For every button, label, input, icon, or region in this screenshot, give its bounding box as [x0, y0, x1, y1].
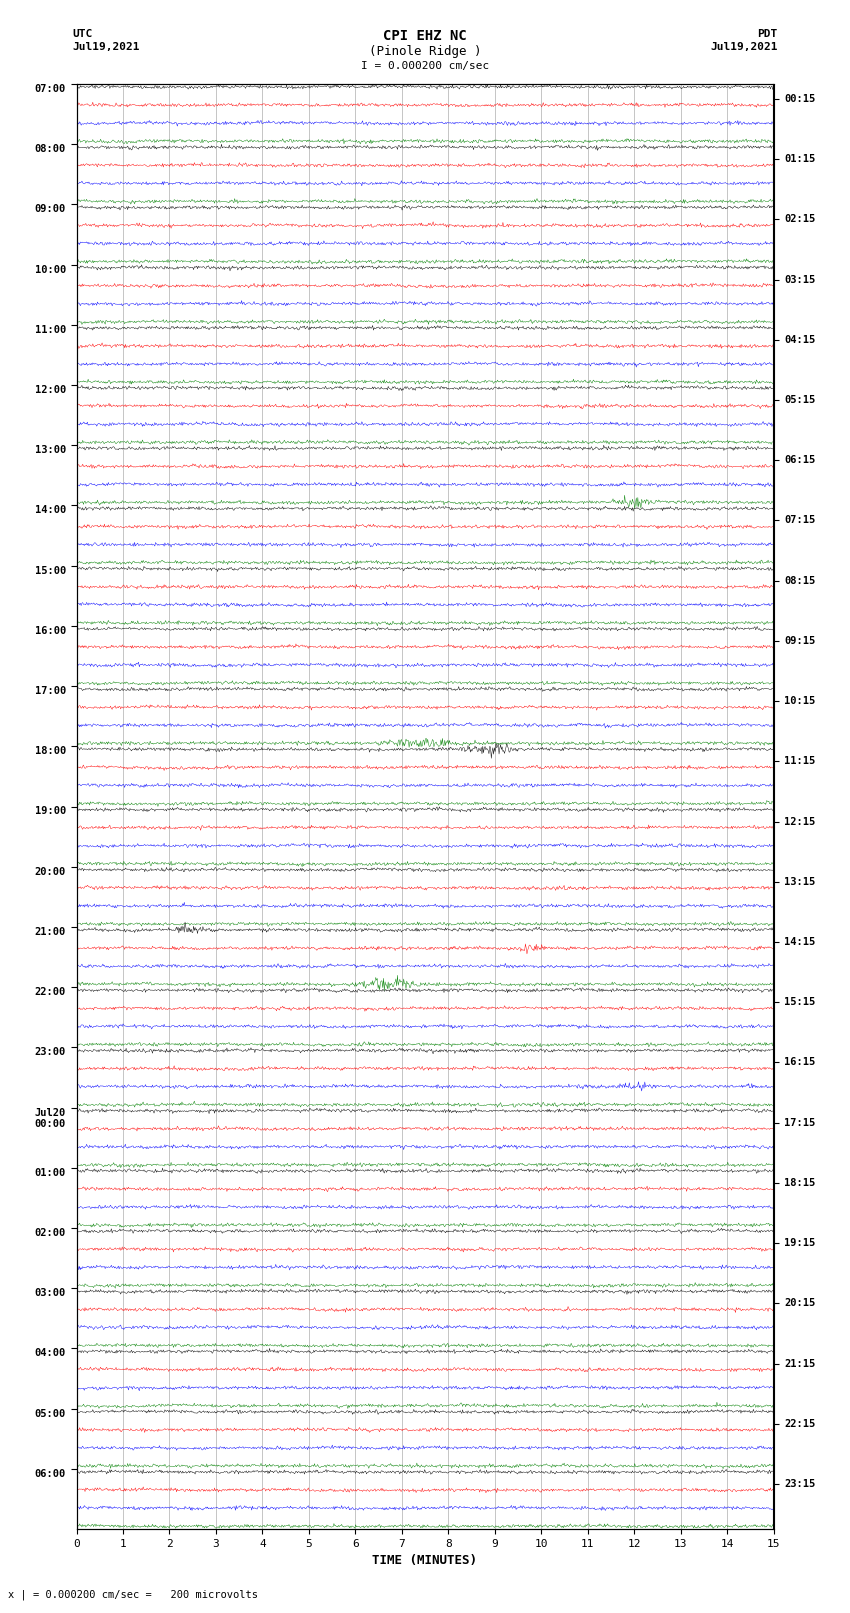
- X-axis label: TIME (MINUTES): TIME (MINUTES): [372, 1555, 478, 1568]
- Text: (Pinole Ridge ): (Pinole Ridge ): [369, 45, 481, 58]
- Text: UTC: UTC: [72, 29, 93, 39]
- Text: CPI EHZ NC: CPI EHZ NC: [383, 29, 467, 44]
- Text: x | = 0.000200 cm/sec =   200 microvolts: x | = 0.000200 cm/sec = 200 microvolts: [8, 1589, 258, 1600]
- Text: Jul19,2021: Jul19,2021: [711, 42, 778, 52]
- Text: I = 0.000200 cm/sec: I = 0.000200 cm/sec: [361, 61, 489, 71]
- Text: PDT: PDT: [757, 29, 778, 39]
- Text: Jul19,2021: Jul19,2021: [72, 42, 139, 52]
